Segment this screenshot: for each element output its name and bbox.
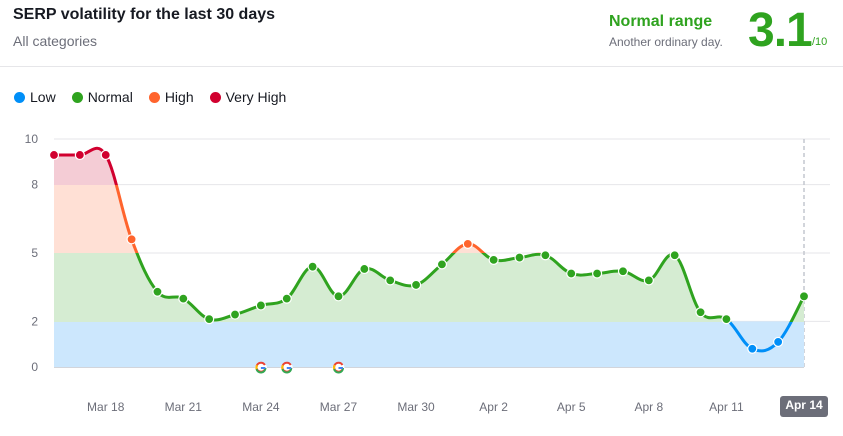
chart-legend: Low Normal High Very High [14, 89, 286, 105]
google-logo-icon[interactable] [254, 361, 267, 374]
legend-item-high[interactable]: High [148, 89, 194, 105]
data-point[interactable] [773, 336, 784, 348]
high-dot-icon [148, 91, 160, 103]
data-point[interactable] [126, 234, 137, 245]
data-point[interactable] [255, 300, 266, 311]
svg-text:Mar 21: Mar 21 [165, 400, 203, 414]
data-point[interactable] [540, 250, 551, 261]
volatility-score: 3.1 [748, 4, 813, 57]
data-point[interactable] [307, 261, 318, 272]
data-point[interactable] [204, 314, 215, 325]
data-point[interactable] [152, 286, 163, 297]
svg-text:Mar 30: Mar 30 [397, 400, 435, 414]
data-point[interactable] [410, 279, 422, 291]
data-point[interactable] [100, 149, 111, 161]
data-point[interactable] [74, 149, 85, 161]
score-max: /10 [812, 36, 828, 48]
svg-text:Apr 11: Apr 11 [709, 400, 744, 414]
svg-text:Mar 18: Mar 18 [87, 400, 125, 414]
data-point[interactable] [436, 259, 448, 270]
data-point[interactable] [592, 268, 603, 279]
svg-text:Apr 8: Apr 8 [634, 400, 663, 414]
range-label: Normal range [609, 13, 713, 30]
data-point[interactable] [229, 309, 241, 320]
data-point[interactable] [617, 266, 629, 277]
selected-date-label: Apr 14 [785, 398, 823, 412]
category-subtitle[interactable]: All categories [13, 33, 98, 49]
data-point[interactable] [798, 291, 810, 302]
data-point[interactable] [643, 275, 654, 286]
data-point[interactable] [178, 293, 189, 304]
svg-text:Apr 2: Apr 2 [479, 400, 508, 414]
svg-text:8: 8 [31, 178, 38, 192]
data-point[interactable] [747, 343, 758, 354]
legend-item-very-high[interactable]: Very High [209, 89, 286, 105]
low-dot-icon [14, 91, 25, 103]
data-point[interactable] [721, 314, 732, 325]
y-axis-labels: 0 2 5 8 10 [25, 132, 39, 374]
x-axis-labels: Mar 18 Mar 21 Mar 24 Mar 27 Mar 30 Apr 2 Apr 5… [87, 400, 744, 414]
volatility-line [54, 146, 806, 353]
google-logo-icon[interactable] [332, 361, 345, 374]
band-fills [54, 148, 804, 367]
data-point[interactable] [566, 268, 577, 279]
selected-date-badge [780, 396, 828, 417]
svg-text:Mar 27: Mar 27 [320, 400, 358, 414]
data-point[interactable] [695, 307, 706, 318]
chart-header: SERP volatility for the last 30 days All… [0, 0, 843, 67]
very-high-dot-icon [209, 91, 221, 103]
range-description: Another ordinary day. [609, 35, 723, 49]
chart-title: SERP volatility for the last 30 days [13, 6, 276, 23]
data-point[interactable] [333, 291, 344, 302]
svg-text:Mar 24: Mar 24 [242, 400, 280, 414]
data-point[interactable] [385, 275, 396, 286]
data-point[interactable] [359, 263, 370, 275]
legend-item-low[interactable]: Low [14, 89, 56, 105]
google-update-markers[interactable] [254, 361, 345, 374]
data-points[interactable] [48, 149, 810, 354]
svg-text:Apr 5: Apr 5 [557, 400, 586, 414]
data-point[interactable] [488, 254, 499, 265]
data-point[interactable] [48, 149, 60, 161]
svg-text:10: 10 [25, 132, 39, 146]
svg-text:0: 0 [31, 360, 38, 374]
data-point[interactable] [669, 250, 680, 261]
data-point[interactable] [462, 238, 473, 249]
normal-dot-icon [71, 91, 83, 103]
legend-item-normal[interactable]: Normal [71, 89, 133, 105]
data-point[interactable] [281, 293, 292, 304]
svg-text:2: 2 [31, 314, 38, 328]
google-logo-icon[interactable] [280, 361, 293, 374]
data-point[interactable] [514, 252, 525, 263]
svg-text:5: 5 [31, 246, 38, 260]
